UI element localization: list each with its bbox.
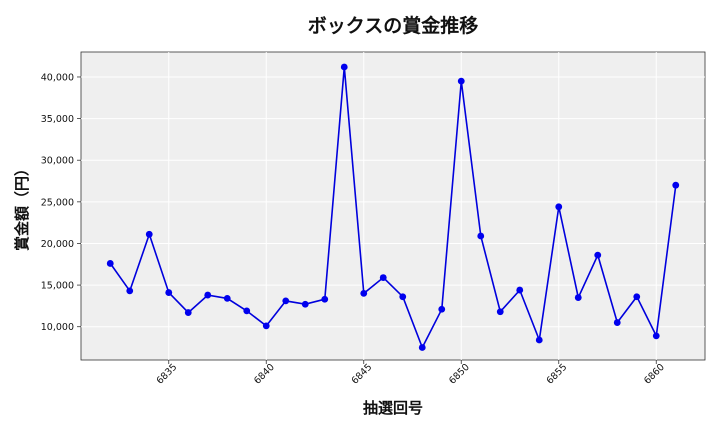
y-axis-label: 賞金額（円） bbox=[13, 161, 31, 251]
data-point bbox=[301, 300, 309, 308]
data-point bbox=[613, 319, 621, 326]
x-tick-label: 6860 bbox=[642, 362, 667, 387]
data-point bbox=[594, 251, 602, 259]
data-point bbox=[243, 307, 251, 315]
data-point bbox=[457, 77, 465, 85]
x-tick-label: 6850 bbox=[447, 362, 472, 387]
x-tick-label: 6845 bbox=[350, 362, 375, 387]
data-point bbox=[145, 230, 153, 238]
data-point bbox=[204, 291, 212, 299]
y-tick-label: 25,000 bbox=[41, 197, 74, 208]
y-tick-label: 10,000 bbox=[41, 322, 74, 333]
data-point bbox=[555, 203, 563, 211]
data-point bbox=[574, 294, 582, 301]
x-tick-label: 6835 bbox=[155, 362, 180, 387]
chart-title: ボックスの賞金推移 bbox=[308, 14, 478, 37]
data-point bbox=[672, 181, 680, 189]
data-point bbox=[223, 295, 231, 302]
y-axis-ticks: 10,000 15,000 20,000 25,000 30,000 35,000 40,0… bbox=[41, 72, 81, 333]
series-markers bbox=[106, 63, 680, 351]
data-point bbox=[340, 63, 348, 71]
x-tick-label: 6855 bbox=[545, 362, 570, 387]
data-point bbox=[418, 344, 426, 351]
data-point bbox=[165, 289, 173, 296]
y-tick-label: 35,000 bbox=[41, 114, 74, 125]
y-tick-label: 30,000 bbox=[41, 156, 74, 167]
data-point bbox=[516, 286, 524, 294]
plot-area bbox=[80, 51, 706, 361]
data-point bbox=[379, 274, 387, 281]
x-axis-ticks: 6835 6840 6845 6850 6855 6860 bbox=[155, 360, 667, 387]
data-point bbox=[438, 305, 446, 313]
data-point bbox=[633, 293, 641, 301]
x-axis-label: 抽選回号 bbox=[363, 399, 423, 417]
x-tick-label: 6840 bbox=[252, 362, 277, 387]
y-tick-label: 15,000 bbox=[41, 281, 74, 292]
data-point bbox=[184, 309, 192, 316]
data-point bbox=[106, 260, 114, 267]
data-point bbox=[535, 336, 543, 344]
data-point bbox=[652, 332, 660, 340]
data-point bbox=[321, 295, 329, 303]
data-point bbox=[360, 290, 368, 297]
grid-lines bbox=[81, 52, 705, 360]
data-point bbox=[262, 322, 270, 330]
data-point bbox=[282, 297, 290, 305]
data-point bbox=[126, 287, 134, 295]
data-point bbox=[399, 293, 407, 301]
series-line bbox=[109, 66, 677, 350]
data-point bbox=[496, 308, 504, 316]
y-tick-label: 20,000 bbox=[41, 239, 74, 250]
data-point bbox=[477, 232, 485, 240]
y-tick-label: 40,000 bbox=[41, 72, 74, 83]
